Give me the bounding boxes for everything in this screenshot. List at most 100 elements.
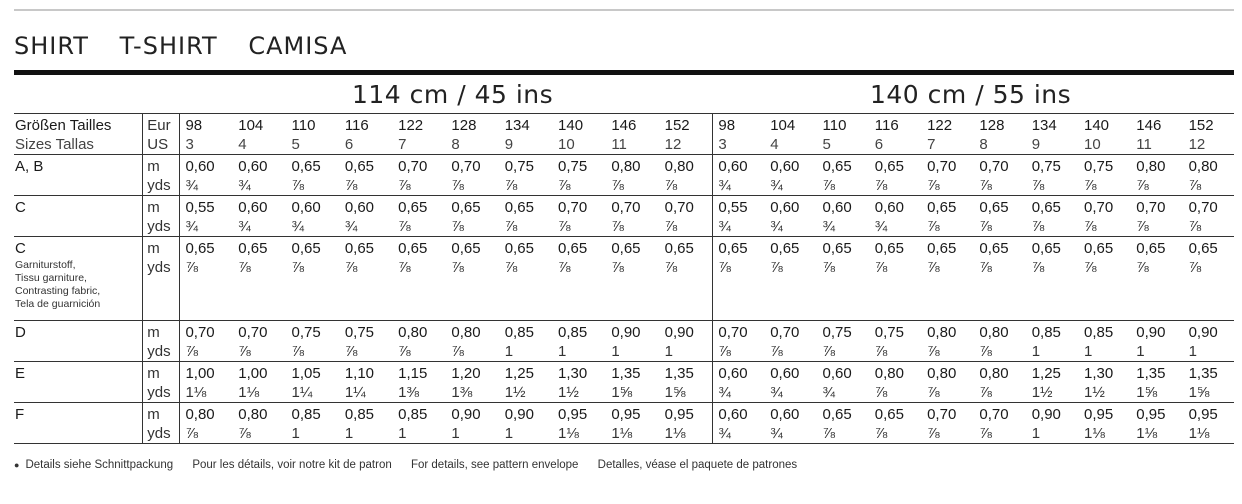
yardage-m: 0,60 bbox=[238, 158, 268, 175]
top-rule bbox=[14, 9, 1234, 11]
yardage-yds: ¾ bbox=[233, 176, 287, 196]
yardage-m: 0,70 bbox=[1188, 199, 1218, 216]
size-us: 3 bbox=[179, 135, 234, 155]
yardage-yds: 1 bbox=[286, 424, 340, 444]
yardage-m: 0,65 bbox=[1031, 199, 1061, 216]
yardage-m: 0,70 bbox=[558, 199, 588, 216]
yardage-m: 0,65 bbox=[1031, 240, 1061, 257]
yardage-yds: ⅞ bbox=[606, 176, 660, 196]
yardage-yds: ⅞ bbox=[393, 217, 447, 237]
yardage-m: 0,85 bbox=[1083, 324, 1114, 341]
yardage-m: 0,80 bbox=[238, 406, 268, 423]
yardage-m: 0,65 bbox=[504, 240, 534, 257]
yardage-m: 1,20 bbox=[451, 365, 481, 382]
yardage-m: 0,70 bbox=[179, 320, 234, 342]
yardage-yds: ⅞ bbox=[1183, 176, 1234, 196]
yardage-yds: ⅞ bbox=[817, 176, 870, 196]
yardage-yds: 1⅛ bbox=[659, 424, 713, 444]
size-eur: 134 bbox=[499, 113, 554, 135]
yardage-yds: ⅞ bbox=[1078, 258, 1132, 321]
yardage-yds: 1½ bbox=[553, 383, 607, 403]
yardage-yds: 1 bbox=[499, 342, 554, 362]
size-header-label: Größen Tailles bbox=[14, 113, 143, 135]
yardage-m: 0,90 bbox=[611, 324, 641, 341]
yardage-m: 0,90 bbox=[504, 406, 534, 423]
yardage-yds: ⅞ bbox=[179, 258, 234, 321]
size-eur: 128 bbox=[974, 113, 1027, 135]
yardage-m: 0,90 bbox=[1031, 406, 1061, 423]
yardage-m: 0,75 bbox=[344, 324, 375, 341]
yardage-yds: ⅞ bbox=[339, 258, 394, 321]
yardage-yds: ⅞ bbox=[286, 342, 340, 362]
yardage-yds: ¾ bbox=[765, 424, 818, 444]
yardage-m: 0,80 bbox=[874, 365, 904, 382]
yardage-yds: ⅞ bbox=[817, 424, 870, 444]
yardage-yds: ⅞ bbox=[974, 217, 1027, 237]
yardage-yds: 1 bbox=[339, 424, 394, 444]
yardage-yds: ⅞ bbox=[446, 217, 500, 237]
fabric-width-140: 140 cm / 55 ins bbox=[870, 80, 1072, 109]
unit-meters: m bbox=[142, 195, 180, 217]
yardage-m: 0,65 bbox=[874, 240, 904, 257]
yardage-m: 0,65 bbox=[979, 240, 1009, 257]
title-rule bbox=[14, 70, 1234, 75]
yardage-m: 0,95 bbox=[664, 406, 694, 423]
yardage-m: 0,65 bbox=[344, 240, 375, 257]
view-label: C Garniturstoff, Tissu garniture, Contrasti… bbox=[14, 236, 143, 321]
footer-note-en: For details, see pattern envelope bbox=[410, 459, 579, 471]
title-tshirt: T-SHIRT bbox=[119, 32, 218, 60]
yardage-yds: ⅞ bbox=[659, 176, 713, 196]
size-eur: 134 bbox=[1026, 113, 1079, 135]
size-us: 10 bbox=[553, 135, 607, 155]
yardage-yds: ⅞ bbox=[869, 258, 923, 321]
size-us: 8 bbox=[446, 135, 500, 155]
yardage-m: 0,60 bbox=[712, 361, 766, 383]
yardage-m: 0,85 bbox=[398, 406, 428, 423]
yardage-m: 0,80 bbox=[927, 365, 957, 382]
yardage-m: 0,60 bbox=[712, 402, 766, 424]
yardage-yds: ¾ bbox=[765, 383, 818, 403]
yardage-yds: 1⅛ bbox=[179, 383, 234, 403]
yardage-m: 0,70 bbox=[979, 158, 1009, 175]
yardage-yds: 1⅝ bbox=[1183, 383, 1234, 403]
yardage-m: 0,90 bbox=[451, 406, 481, 423]
yardage-yds: ⅞ bbox=[393, 258, 447, 321]
size-eur: 140 bbox=[1078, 113, 1132, 135]
size-header-label-2: Sizes Tallas bbox=[14, 135, 143, 155]
yardage-yds: 1¼ bbox=[339, 383, 394, 403]
yardage-yds: ⅞ bbox=[922, 258, 975, 321]
yardage-yds: 1 bbox=[606, 342, 660, 362]
yardage-m: 0,85 bbox=[1031, 324, 1061, 341]
size-us: 8 bbox=[974, 135, 1027, 155]
size-eur: 122 bbox=[393, 113, 447, 135]
yardage-yds: ¾ bbox=[712, 176, 766, 196]
yardage-yds: ⅞ bbox=[499, 176, 554, 196]
unit-meters: m bbox=[142, 402, 180, 424]
footer-note-de: Details siehe Schnittpackung bbox=[25, 459, 174, 471]
yardage-yds: 1⅝ bbox=[606, 383, 660, 403]
yardage-m: 1,35 bbox=[664, 365, 694, 382]
view-label: A, B bbox=[14, 154, 143, 196]
yardage-m: 0,70 bbox=[927, 158, 957, 175]
yardage-yds: ⅞ bbox=[922, 342, 975, 362]
yardage-m: 0,70 bbox=[1136, 199, 1166, 216]
yardage-yds: ⅞ bbox=[1131, 258, 1184, 321]
yardage-m: 0,90 bbox=[664, 324, 694, 341]
yardage-m: 0,65 bbox=[451, 199, 481, 216]
view-label-text: A, B bbox=[15, 158, 44, 175]
yardage-yds: 1⅛ bbox=[233, 383, 287, 403]
yardage-m: 0,65 bbox=[611, 240, 641, 257]
yardage-yds: 1 bbox=[1026, 424, 1079, 444]
yardage-m: 0,60 bbox=[822, 365, 852, 382]
size-eur: 98 bbox=[712, 113, 766, 135]
yardage-m: 0,65 bbox=[874, 406, 904, 423]
unit-yards: yds bbox=[142, 176, 180, 196]
yardage-yds: ⅞ bbox=[817, 342, 870, 362]
view-row-yds: yds ⅞ ⅞ ⅞ ⅞ ⅞ ⅞ 1 1 1 1 ⅞ ⅞ ⅞ ⅞ ⅞ ⅞ 1 1 1 1 bbox=[14, 342, 1234, 362]
size-unit-eur: Eur bbox=[142, 113, 180, 135]
yardage-yds: ¾ bbox=[233, 217, 287, 237]
contrast-fabric-note-line: Tissu garniture, bbox=[15, 272, 87, 284]
yardage-yds: ⅞ bbox=[765, 258, 818, 321]
size-header-us-row: Sizes Tallas US 3 4 5 6 7 8 9 10 11 12 3 4 5 6 7 8 9 10 11 12 bbox=[14, 135, 1234, 155]
